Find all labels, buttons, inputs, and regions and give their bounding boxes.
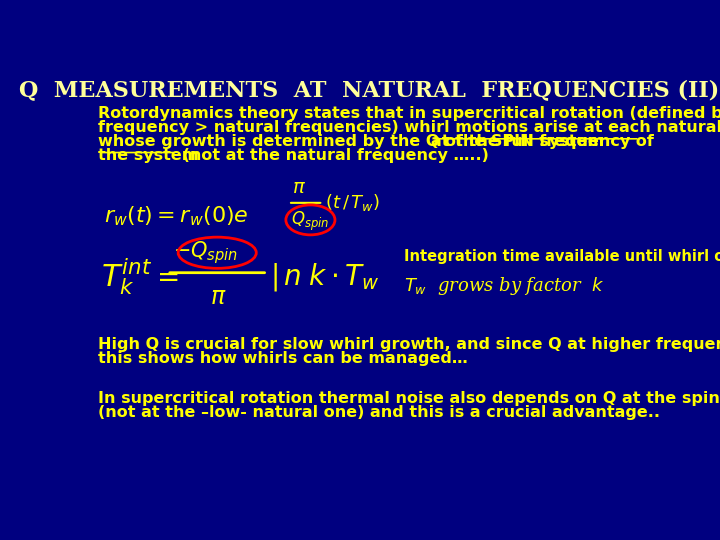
Text: High Q is crucial for slow whirl growth, and since Q at higher frequencies is la: High Q is crucial for slow whirl growth,…	[99, 337, 720, 352]
Text: $\pi$: $\pi$	[292, 179, 306, 197]
Text: $=$: $=$	[151, 264, 179, 291]
Text: at the SPIN frequency of: at the SPIN frequency of	[431, 134, 654, 149]
Text: frequency > natural frequencies) whirl motions arise at each natural frequency: frequency > natural frequencies) whirl m…	[99, 120, 720, 135]
Text: $T_k^{int}$: $T_k^{int}$	[101, 256, 153, 297]
Text: whose growth is determined by the Q of the full system: whose growth is determined by the Q of t…	[99, 134, 616, 149]
Text: Integration time available until whirl of period: Integration time available until whirl o…	[404, 249, 720, 265]
Text: Rotordynamics theory states that in supercritical rotation (defined by spin: Rotordynamics theory states that in supe…	[99, 106, 720, 122]
Text: Q  MEASUREMENTS  AT  NATURAL  FREQUENCIES (II): Q MEASUREMENTS AT NATURAL FREQUENCIES (I…	[19, 79, 719, 102]
Text: In supercritical rotation thermal noise also depends on Q at the spin frequency: In supercritical rotation thermal noise …	[99, 391, 720, 406]
Text: $(t\,/\,T_w)$: $(t\,/\,T_w)$	[325, 192, 381, 213]
Text: (not at the –low- natural one) and this is a crucial advantage..: (not at the –low- natural one) and this …	[99, 405, 660, 420]
Text: (not at the natural frequency …..): (not at the natural frequency …..)	[177, 147, 489, 163]
Text: $T_w$  grows by factor  $k$: $T_w$ grows by factor $k$	[404, 275, 604, 297]
Text: $r_w(t) = r_w(0)e$: $r_w(t) = r_w(0)e$	[104, 205, 248, 228]
Text: $|\,n\;k\cdot T_w$: $|\,n\;k\cdot T_w$	[270, 261, 379, 293]
Text: $-Q_{spin}$: $-Q_{spin}$	[173, 239, 238, 266]
Text: $Q_{spin}$: $Q_{spin}$	[291, 210, 329, 233]
Text: this shows how whirls can be managed…: this shows how whirls can be managed…	[99, 351, 468, 366]
Text: the system: the system	[99, 147, 199, 163]
Text: $\pi$: $\pi$	[210, 286, 227, 309]
